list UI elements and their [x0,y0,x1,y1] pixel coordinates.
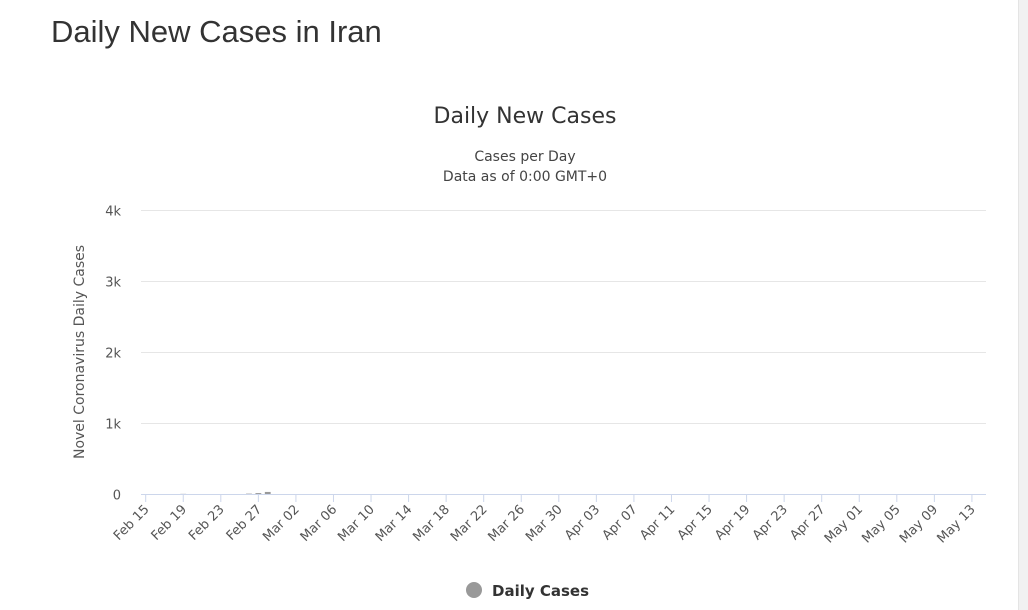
bar[interactable] [255,493,262,494]
x-tick-marks [145,494,973,502]
x-tick-label: Feb 15 [111,502,153,544]
x-tick-label: Mar 26 [486,502,529,545]
chart-subtitle-line-2: Data as of 0:00 GMT+0 [443,169,607,185]
legend[interactable]: Daily Cases [466,582,589,600]
x-tick-label: Feb 19 [149,502,191,544]
y-tick-label: 2k [105,347,121,362]
x-tick-label: May 09 [897,502,941,546]
x-tick-label: May 05 [859,502,903,546]
legend-marker [466,582,482,598]
x-tick-label: Apr 03 [562,502,603,543]
page-title: Daily New Cases in Iran [51,14,382,49]
bar[interactable] [264,491,271,494]
chart-title: Daily New Cases [434,104,617,129]
x-tick-label: Apr 23 [750,502,791,543]
window-scrollbar[interactable] [1018,0,1028,610]
x-tick-label: Feb 23 [186,502,228,544]
x-tick-label: Apr 15 [675,502,716,543]
x-tick-label: May 01 [822,502,866,546]
x-tick-label: Mar 02 [260,502,303,545]
legend-item-daily-cases[interactable]: Daily Cases [492,582,589,600]
x-tick-label: Mar 06 [298,502,341,545]
y-tick-label: 3k [105,276,121,291]
x-tick-label: Mar 14 [373,502,416,545]
y-tick-label: 0 [113,489,121,504]
x-tick-label: Mar 30 [523,502,566,545]
x-tick-label: Mar 10 [335,502,378,545]
x-tick-label: Apr 19 [712,502,753,543]
x-tick-label: Apr 11 [637,502,678,543]
chart-subtitle-line-1: Cases per Day [474,149,575,165]
y-tick-label: 1k [105,418,121,433]
x-tick-label: May 13 [935,502,979,546]
y-axis-title: Novel Coronavirus Daily Cases [72,245,88,459]
y-tick-labels: 0 1k 2k 3k 4k [105,205,121,504]
bar-series-daily-cases [180,491,271,494]
x-tick-label: Mar 18 [410,502,453,545]
x-tick-label: Apr 07 [600,502,641,543]
y-gridlines [141,210,986,424]
x-tick-label: Feb 27 [224,502,266,544]
y-tick-label: 4k [105,205,121,220]
x-tick-label: Mar 22 [448,502,491,545]
